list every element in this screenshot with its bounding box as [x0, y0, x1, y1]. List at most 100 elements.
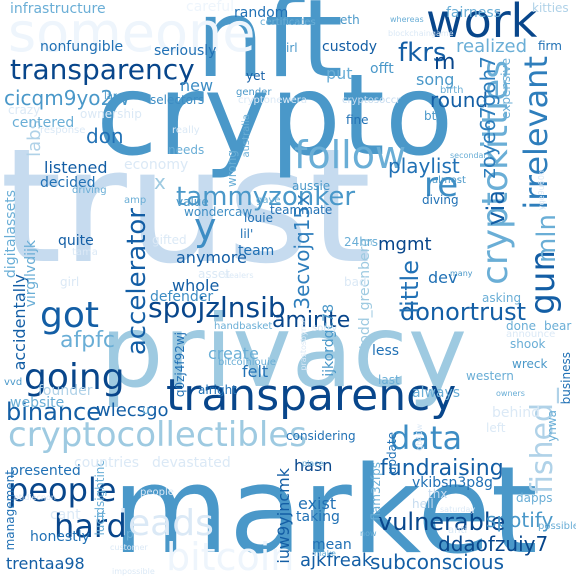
- word-irrelevant: irrelevant: [517, 56, 555, 210]
- word-wreck: wreck: [512, 357, 548, 371]
- word-fkrs: fkrs: [398, 38, 447, 68]
- word-nft: nft: [196, 0, 343, 102]
- word-bitcoin: bitcoin: [166, 535, 295, 576]
- word-considering: considering: [286, 429, 356, 443]
- word-donortrust: donortrust: [400, 298, 527, 326]
- word-todd-greenberg: todd_greenberg: [357, 238, 373, 350]
- word-team: team: [238, 243, 275, 259]
- word-possible: possible: [538, 521, 576, 532]
- word-response: response: [40, 125, 86, 136]
- word-playlist: playlist: [388, 154, 460, 178]
- word-ajkfreak: ajkfreak: [300, 550, 373, 571]
- word-almost: almost: [432, 175, 466, 186]
- word-wlecsgo: wlecsgo: [96, 400, 169, 421]
- word-realized: realized: [456, 36, 528, 57]
- word-hell: hell: [412, 497, 434, 511]
- word-mgmt: mgmt: [378, 234, 432, 255]
- word-people-small: people: [140, 487, 174, 498]
- word-gave: gave: [256, 195, 281, 206]
- word-song: song: [416, 70, 455, 89]
- word-work: work: [426, 0, 538, 48]
- word-cicqm9yo2w: cicqm9yo2w: [4, 86, 130, 110]
- word-iuw9yjncmk: iuw9yjncmk: [274, 468, 293, 564]
- word-devastated: devastated: [152, 455, 231, 471]
- word-ddaofzuiy7: ddaofzuiy7: [438, 532, 549, 556]
- word-birth: birth: [440, 85, 464, 96]
- word-qb40w: qb40w: [415, 424, 424, 451]
- word-round: round: [430, 88, 489, 112]
- word-australia: australia: [241, 114, 252, 158]
- word-gender: gender: [236, 87, 272, 98]
- word-expensive: expensive: [499, 58, 513, 119]
- word-bear: bear: [544, 319, 572, 333]
- word-always: always: [412, 385, 461, 401]
- word-new: new: [180, 76, 214, 95]
- word-customer: customer: [110, 543, 148, 552]
- word-countries: countries: [74, 455, 140, 471]
- word-lucidsightinc: lucidsightinc: [93, 460, 107, 536]
- word-now: now: [360, 529, 377, 538]
- word-hasn: hasn: [294, 456, 333, 475]
- word-impossible: impossible: [112, 567, 155, 576]
- word-rt: rt: [96, 509, 106, 523]
- word-taking: taking: [296, 509, 340, 525]
- word-listened: listened: [44, 158, 108, 177]
- word-amp: amp: [124, 195, 147, 206]
- word-ijkordgc78: ijkordgc78: [321, 304, 337, 377]
- word-owners: owners: [496, 389, 525, 398]
- word-market: market: [112, 442, 538, 576]
- word-asking: asking: [482, 291, 522, 305]
- word-certificates: certificates: [260, 17, 316, 28]
- word-girl: girl: [60, 275, 80, 289]
- word-digitalassets: digitalassets: [3, 190, 19, 279]
- word-asset: asset: [198, 267, 230, 281]
- word-yet: yet: [246, 69, 266, 83]
- word-value: value: [176, 195, 209, 209]
- word-y: y: [194, 205, 217, 249]
- word-amirite: amirite: [272, 308, 351, 333]
- word-behind: behind: [492, 405, 541, 421]
- word-put: put: [326, 64, 353, 83]
- word-cant: cant: [50, 507, 81, 523]
- word-make: make: [314, 549, 336, 558]
- word-don: don: [86, 124, 124, 148]
- word-update: update: [385, 432, 399, 475]
- word-crazy: crazy: [8, 103, 41, 117]
- word-alright: alright: [198, 383, 237, 397]
- word-cryptocollectibles: cryptocollectibles: [8, 415, 307, 455]
- word-spojzlnsib: spojzlnsib: [148, 291, 286, 324]
- word-going: going: [24, 357, 125, 398]
- word-virgilvdijk: virgilvdijk: [23, 240, 39, 308]
- word-otidiecnon: otidiecnon: [14, 493, 56, 502]
- word-irl: irl: [286, 41, 298, 55]
- word-felt: felt: [242, 362, 269, 381]
- word-quite: quite: [58, 233, 94, 249]
- word-handbasket: handbasket: [214, 321, 273, 332]
- word-mean: mean: [312, 537, 352, 553]
- word-zoye67goh7: zoye67goh7: [476, 56, 500, 179]
- word-fundraising: fundraising: [380, 456, 504, 481]
- word-last: last: [378, 373, 400, 387]
- word-gifted: gifted: [152, 233, 187, 247]
- word-someone: someone: [8, 1, 256, 64]
- word-thx: thx: [428, 487, 448, 501]
- word-flam3zfps: flam3zfps: [369, 462, 383, 521]
- word-secondary: secondary: [450, 151, 492, 160]
- word-economy: economy: [124, 157, 189, 173]
- word-vulnerable: vulnerable: [378, 508, 506, 536]
- word-wondercaw: wondercaw: [184, 205, 253, 219]
- word-u: u: [142, 403, 150, 417]
- word-kitties: kitties: [532, 1, 569, 15]
- word-24hrs: 24hrs: [344, 235, 379, 249]
- word-decided: decided: [40, 175, 96, 191]
- word-needs: needs: [168, 143, 205, 157]
- word-eth: eth: [340, 13, 360, 27]
- word-transparency: transparency: [10, 53, 195, 86]
- word-afpfc: afpfc: [60, 328, 116, 353]
- word-dealers: dealers: [224, 271, 254, 280]
- word-fine: fine: [346, 113, 369, 127]
- word-vvd: vvd: [4, 377, 23, 388]
- word-mln: mln: [532, 214, 562, 264]
- word-large: large: [104, 91, 130, 102]
